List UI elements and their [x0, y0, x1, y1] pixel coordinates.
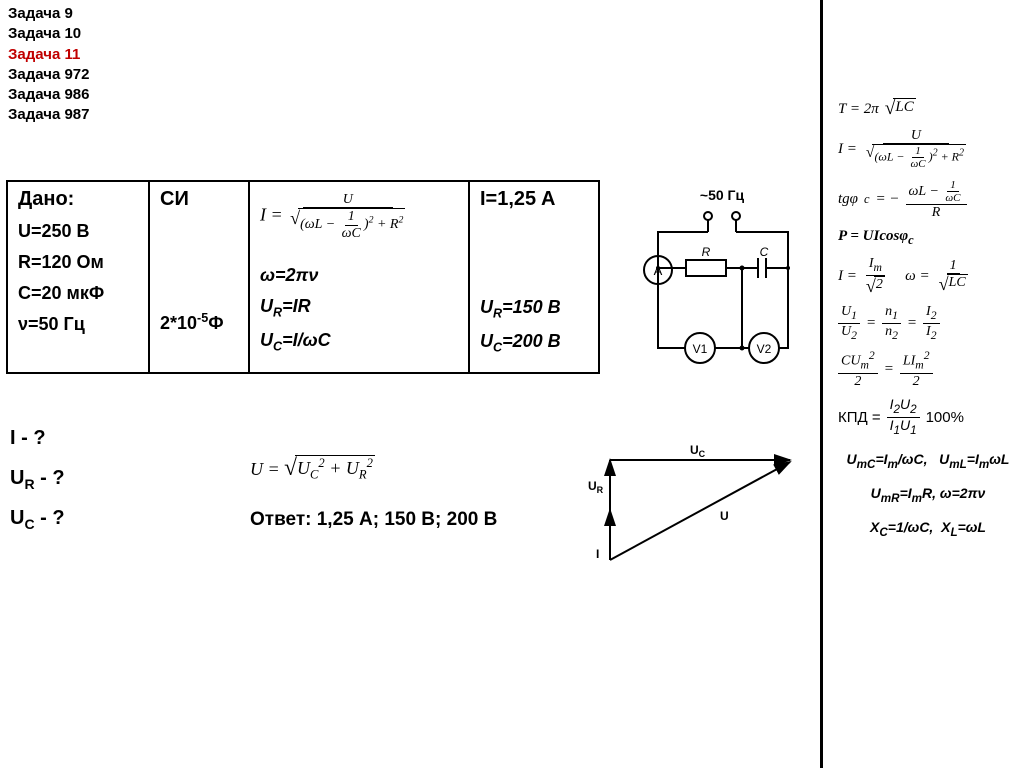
nav-item[interactable]: Задача 10	[8, 24, 89, 44]
formula-i-side: I = U(ωL − 1ωC)2 + R2	[838, 128, 1018, 171]
nav-item[interactable]: Задача 986	[8, 85, 89, 105]
circuit-freq-label: ~50 Гц	[700, 188, 745, 203]
task-nav: Задача 9 Задача 10 Задача 11 Задача 972 …	[8, 4, 89, 126]
svg-text:R: R	[702, 245, 711, 259]
answer-block: U = UC2 + UR2 Ответ: 1,25 А; 150 В; 200 …	[250, 455, 497, 531]
formula-i-main: I = U(ωL − 1ωC)2 + R2	[260, 188, 408, 243]
answer-text: Ответ: 1,25 А; 150 В; 200 В	[250, 509, 497, 531]
result-ur: UR=150 В	[480, 297, 588, 321]
formula-irms-omega: I = Im2 ω = 1LC	[838, 256, 1018, 296]
nav-item-active[interactable]: Задача 11	[8, 45, 89, 65]
find-block: I - ? UR - ? UC - ?	[10, 418, 65, 538]
formula-small2: UmR=ImR, ω=2πν	[838, 485, 1018, 505]
svg-text:I: I	[596, 547, 599, 561]
result-i: I=1,25 A	[480, 188, 588, 211]
given-header: Дано:	[18, 188, 138, 211]
find-uc: UC - ?	[10, 498, 65, 538]
formula-trans: U1U2 = n1n2 = I2I2	[838, 304, 1018, 342]
divider	[820, 0, 823, 768]
given-nu: ν=50 Гц	[18, 314, 138, 335]
svg-text:U: U	[720, 509, 729, 523]
formula-p: P = UIcosφc	[838, 228, 1018, 248]
circuit-diagram: ~50 Гц A R C	[640, 188, 805, 381]
si-c: 2*10-5Ф	[160, 311, 238, 334]
formula-tgphi: tgφc = − ωL − 1ωCR	[838, 179, 1018, 221]
formula-omega: ω=2πν	[260, 265, 458, 286]
formula-uc: UC=I/ωC	[260, 330, 458, 354]
svg-text:V1: V1	[693, 342, 708, 356]
svg-text:UC: UC	[690, 443, 706, 459]
formula-kpd: КПД = I2U2I1U1 100%	[838, 397, 1018, 437]
formula-ur: UR=IR	[260, 296, 458, 320]
nav-item[interactable]: Задача 987	[8, 105, 89, 125]
svg-text:UR: UR	[588, 479, 604, 495]
svg-text:C: C	[760, 245, 769, 259]
nav-item[interactable]: Задача 972	[8, 65, 89, 85]
given-r: R=120 Ом	[18, 252, 138, 273]
formula-small1: UmC=Im/ωC, UmL=ImωL	[838, 451, 1018, 471]
given-c: C=20 мкФ	[18, 283, 138, 304]
side-formulas: T = 2πLC I = U(ωL − 1ωC)2 + R2 tgφc = − …	[838, 90, 1018, 553]
formula-energy: CUm22 = LIm22	[838, 350, 1018, 389]
si-header: СИ	[160, 188, 238, 211]
vector-diagram: I UR UC U	[580, 440, 810, 583]
find-i: I - ?	[10, 418, 65, 458]
given-u: U=250 В	[18, 221, 138, 242]
solution-table: Дано: U=250 В R=120 Ом C=20 мкФ ν=50 Гц …	[6, 180, 600, 374]
formula-t: T = 2πLC	[838, 98, 1018, 120]
formula-small3: XC=1/ωC, XL=ωL	[838, 519, 1018, 539]
find-ur: UR - ?	[10, 458, 65, 498]
formula-u-total: U = UC2 + UR2	[250, 455, 375, 483]
nav-item[interactable]: Задача 9	[8, 4, 89, 24]
result-uc: UC=200 В	[480, 331, 588, 355]
svg-text:V2: V2	[757, 342, 772, 356]
